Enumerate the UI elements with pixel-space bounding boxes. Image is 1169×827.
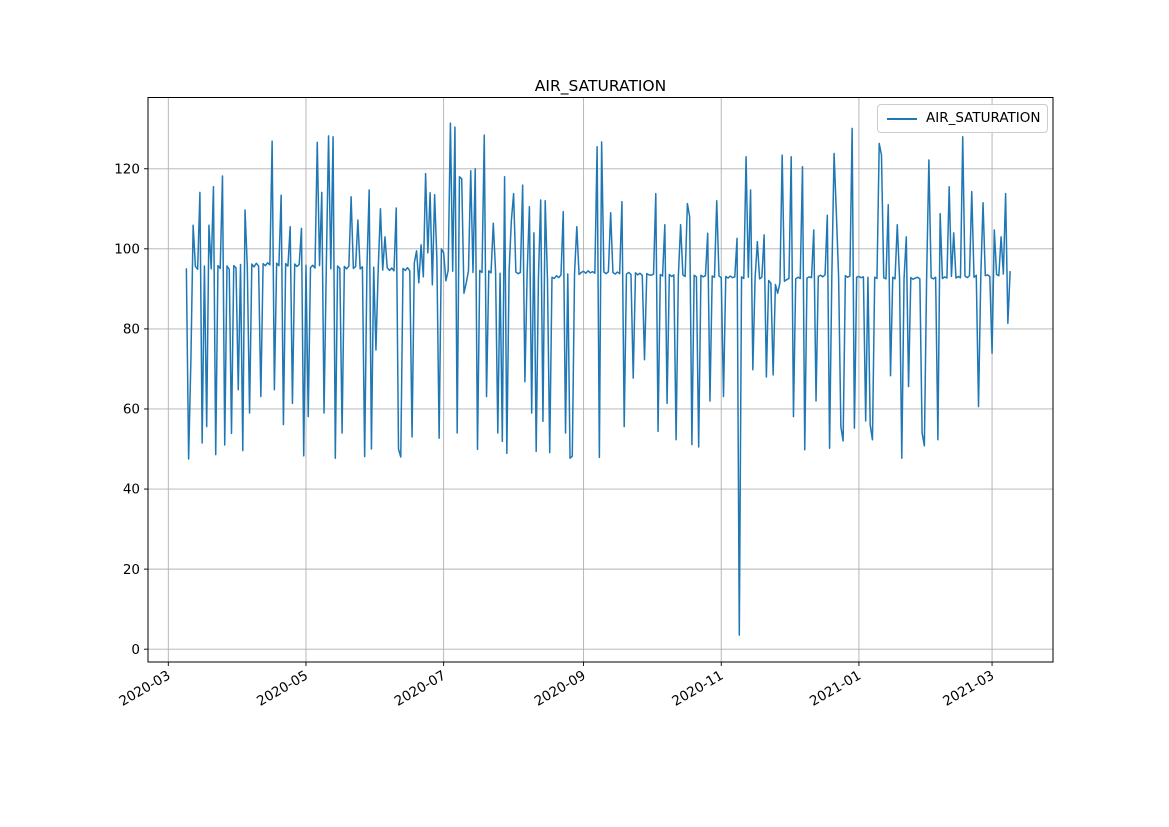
- chart-title: AIR_SATURATION: [534, 77, 667, 95]
- y-axis-tick-label: 100: [114, 242, 140, 258]
- y-axis-tick-label: 120: [114, 161, 140, 177]
- air-saturation-line: [185, 122, 1011, 636]
- legend: AIR_SATURATION: [877, 104, 1048, 133]
- y-axis-tick-label: 80: [123, 322, 140, 338]
- legend-label: AIR_SATURATION: [926, 109, 1041, 126]
- y-axis-tick-label: 0: [131, 642, 140, 658]
- y-axis-tick-label: 60: [123, 402, 140, 418]
- plot-area-border: [147, 97, 1054, 663]
- legend-line-swatch: [887, 117, 917, 120]
- y-axis-tick-label: 20: [123, 562, 140, 578]
- y-axis-tick-label: 40: [123, 482, 140, 498]
- tick-marks: [144, 168, 993, 666]
